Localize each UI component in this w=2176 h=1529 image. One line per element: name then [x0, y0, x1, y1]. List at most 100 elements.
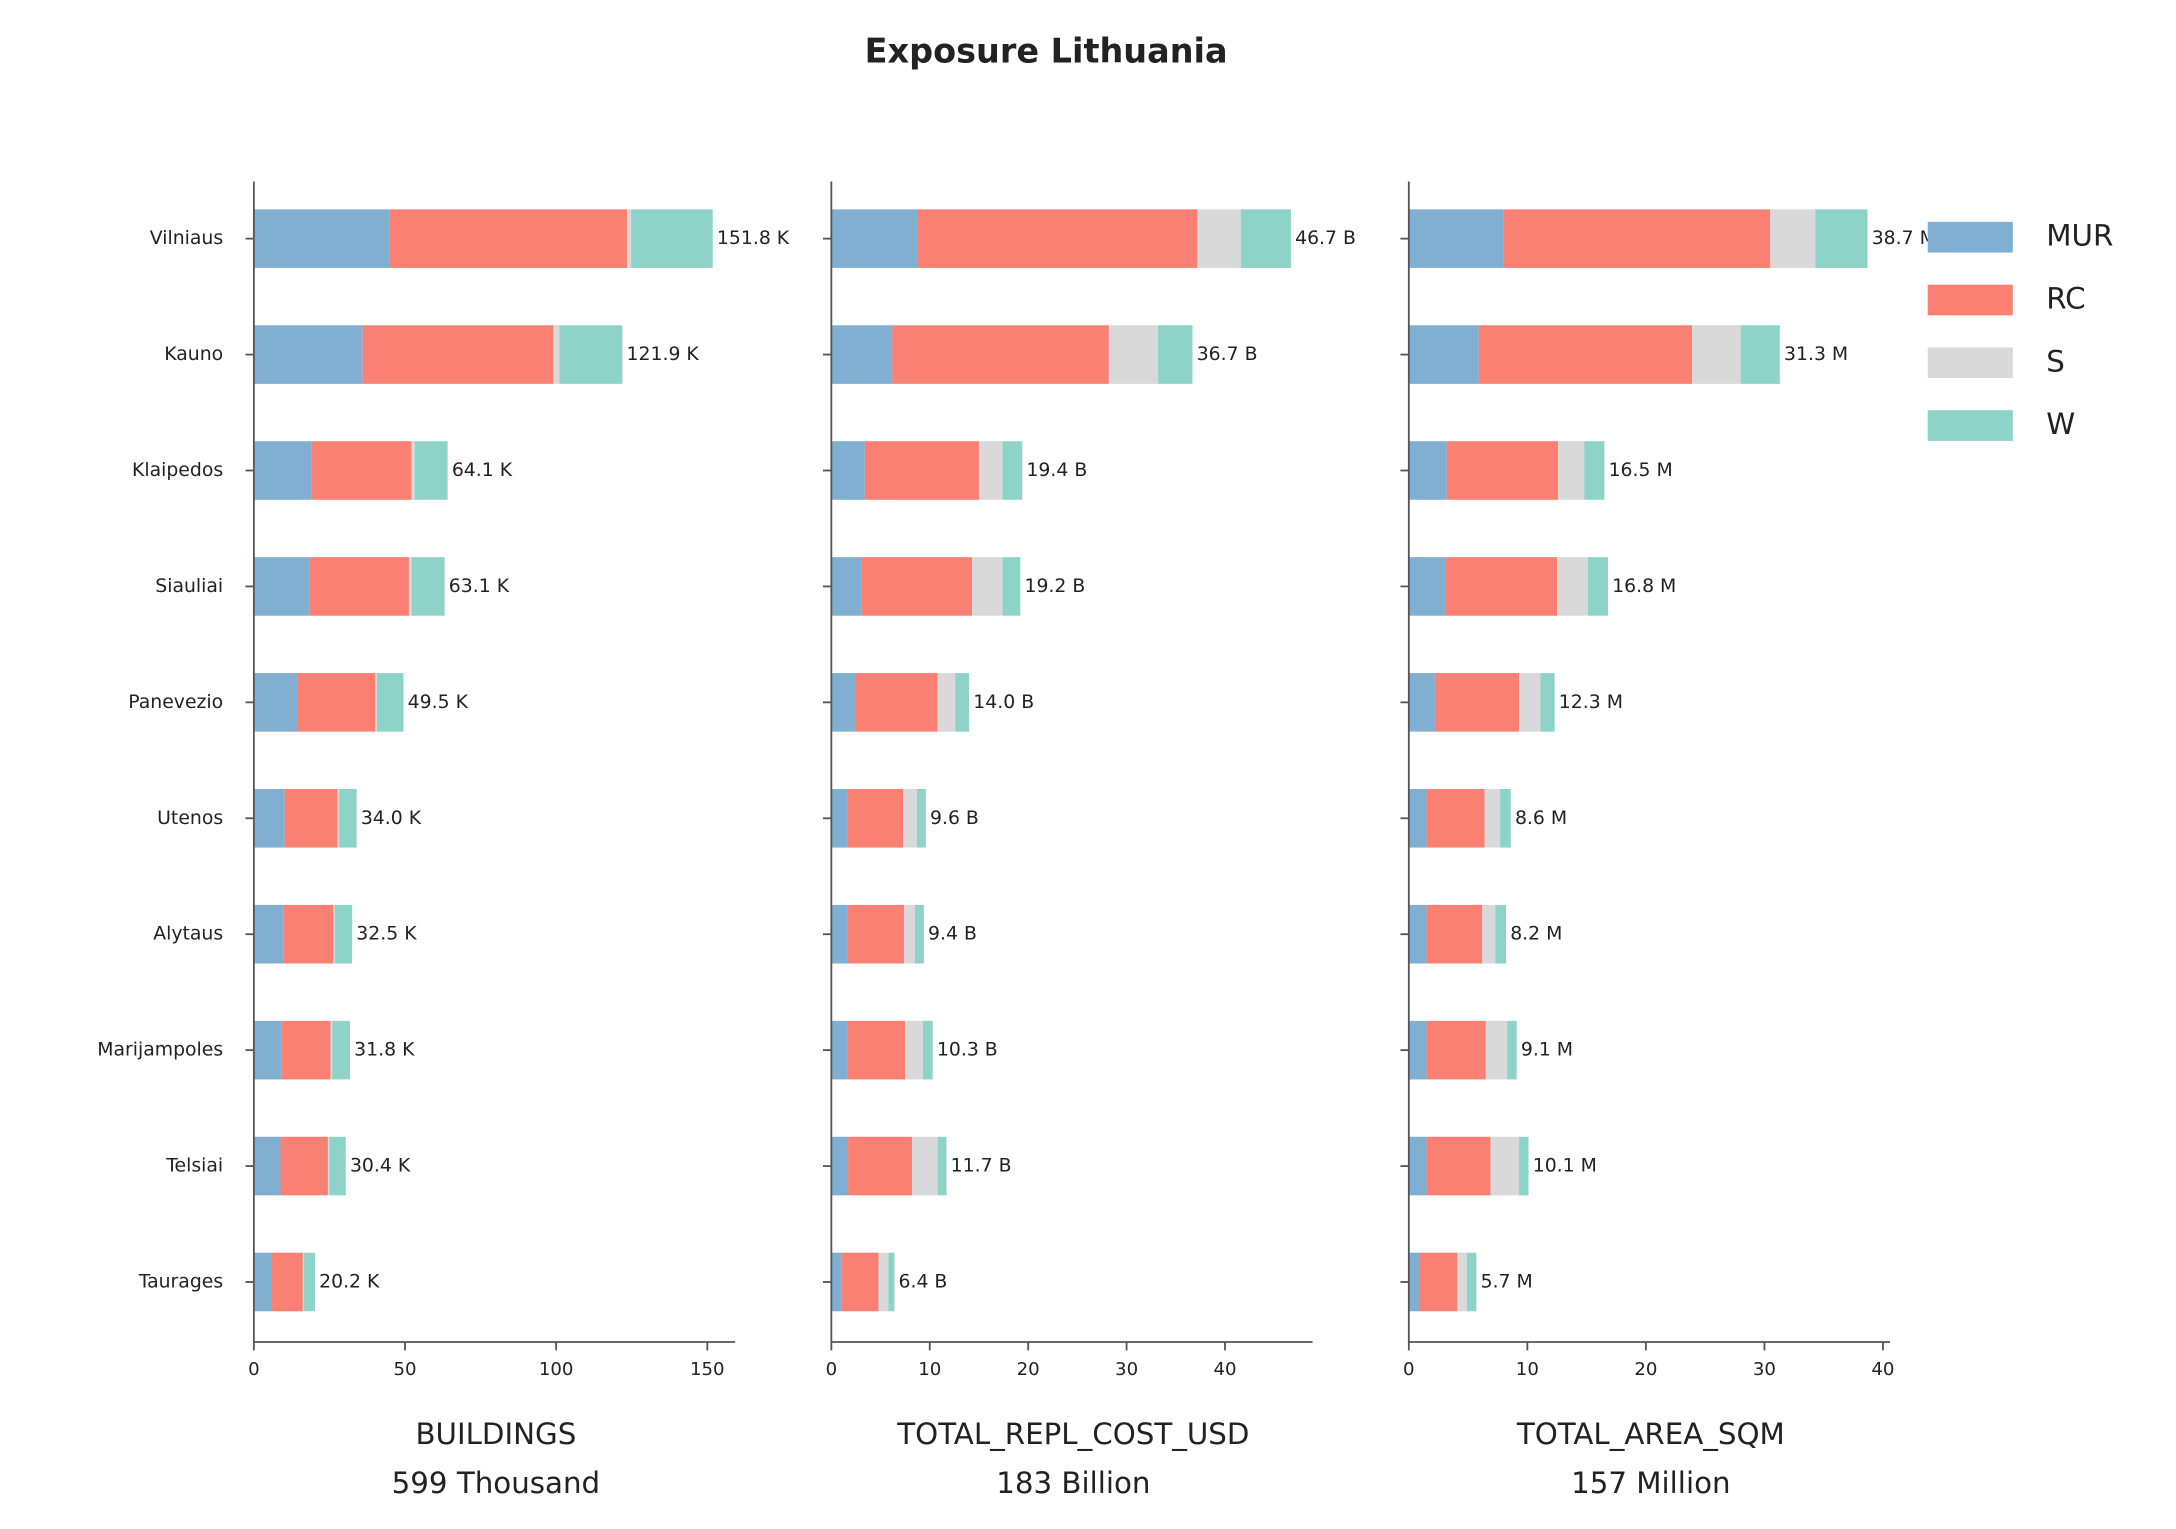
- bar-segment: [631, 209, 713, 268]
- total-label: 49.5 K: [408, 692, 469, 713]
- x-tick-label: 40: [1213, 1359, 1236, 1380]
- bar-segment: [1482, 904, 1496, 964]
- total-label: 9.4 B: [928, 924, 977, 945]
- x-axis-label: 183 Billion: [996, 1466, 1150, 1500]
- bar-segment: [922, 1020, 933, 1080]
- x-tick-label: 20: [1634, 1359, 1657, 1380]
- bar-segment: [327, 1136, 330, 1196]
- bar-segment: [1507, 1020, 1517, 1080]
- legend-label: MUR: [2046, 219, 2113, 253]
- bar-segment: [1108, 325, 1159, 384]
- bar-segment: [892, 325, 1109, 384]
- bar-segment: [1556, 557, 1588, 616]
- bar-segment: [831, 209, 918, 268]
- legend-swatch: [1927, 284, 2013, 316]
- total-label: 30.4 K: [350, 1156, 411, 1177]
- bar-segment: [1558, 441, 1585, 500]
- x-tick-label: 0: [248, 1359, 260, 1380]
- bar-segment: [1408, 1020, 1427, 1080]
- bar-segment: [559, 325, 623, 384]
- total-label: 19.2 B: [1024, 576, 1085, 597]
- bar-segment: [831, 904, 848, 964]
- x-axis-label: 599 Thousand: [392, 1466, 600, 1500]
- panel: Vilniaus 151.8 K Kauno 121.9 K Klaipedos 64.1…: [97, 181, 790, 1500]
- bar-segment: [362, 325, 554, 384]
- bar-segment: [955, 673, 970, 732]
- bar-segment: [1240, 209, 1291, 268]
- bar-segment: [1519, 673, 1541, 732]
- panel: 38.7 M 31.3 M 16.5 M 16.8 M 12.3 M 8.6 M 8.2 M…: [1400, 181, 1936, 1500]
- bar-segment: [847, 788, 904, 848]
- total-label: 16.8 M: [1612, 576, 1676, 597]
- x-tick-label: 0: [1403, 1359, 1415, 1380]
- total-label: 9.6 B: [930, 808, 979, 829]
- bar-segment: [841, 1252, 879, 1312]
- bar-segment: [903, 788, 917, 848]
- bar-segment: [978, 441, 1003, 500]
- y-tick-label: Panevezio: [128, 692, 223, 713]
- bar-segment: [309, 557, 409, 616]
- legend: MUR RC SW: [1927, 219, 2113, 441]
- bar-segment: [1434, 673, 1520, 732]
- bar-segment: [332, 1020, 350, 1080]
- bar-segment: [1446, 441, 1559, 500]
- y-tick-label: Utenos: [157, 808, 223, 829]
- bar-segment: [284, 788, 338, 848]
- total-label: 36.7 B: [1197, 344, 1258, 365]
- bar-segment: [408, 557, 412, 616]
- total-label: 10.3 B: [937, 1040, 998, 1061]
- bar-segment: [1457, 1252, 1467, 1312]
- total-label: 31.3 M: [1784, 344, 1848, 365]
- total-label: 5.7 M: [1481, 1271, 1533, 1292]
- x-axis-label: 157 Million: [1571, 1466, 1730, 1500]
- bar-segment: [253, 441, 312, 500]
- legend-label: S: [2046, 344, 2065, 378]
- total-label: 11.7 B: [951, 1156, 1012, 1177]
- legend-swatch: [1927, 347, 2013, 379]
- bar-segment: [831, 441, 865, 500]
- bar-segment: [375, 673, 377, 732]
- bar-segment: [847, 1020, 906, 1080]
- y-tick-label: Vilniaus: [150, 228, 223, 249]
- bar-segment: [1408, 1136, 1427, 1196]
- total-label: 20.2 K: [319, 1271, 380, 1292]
- bar-segment: [329, 1136, 346, 1196]
- bar-segment: [1158, 325, 1193, 384]
- total-label: 8.6 M: [1515, 808, 1567, 829]
- y-tick-label: Siauliai: [155, 576, 223, 597]
- total-label: 31.8 K: [354, 1040, 415, 1061]
- total-label: 46.7 B: [1295, 228, 1356, 249]
- bar-segment: [1503, 209, 1771, 268]
- bar-segment: [1408, 673, 1435, 732]
- bar-segment: [831, 673, 855, 732]
- x-tick-label: 30: [1753, 1359, 1776, 1380]
- bar-segment: [831, 788, 848, 848]
- x-tick-label: 20: [1017, 1359, 1040, 1380]
- bar-segment: [1419, 1252, 1458, 1312]
- bar-segment: [916, 788, 926, 848]
- bar-segment: [831, 1020, 848, 1080]
- bar-segment: [302, 1252, 305, 1312]
- bar-segment: [1495, 904, 1507, 964]
- x-tick-label: 150: [690, 1359, 725, 1380]
- legend-label: RC: [2046, 282, 2085, 316]
- bar-segment: [831, 325, 893, 384]
- bar-segment: [376, 673, 404, 732]
- y-tick-label: Alytaus: [153, 924, 223, 945]
- bar-segment: [280, 1136, 328, 1196]
- bar-segment: [1445, 557, 1557, 616]
- bar-segment: [272, 1252, 303, 1312]
- bar-segment: [878, 1252, 889, 1312]
- bar-segment: [553, 325, 560, 384]
- bar-segment: [253, 209, 390, 268]
- x-tick-label: 100: [539, 1359, 574, 1380]
- bar-segment: [1490, 1136, 1520, 1196]
- bar-segment: [1692, 325, 1741, 384]
- bar-segment: [831, 1252, 842, 1312]
- bar-segment: [1408, 557, 1446, 616]
- bar-segment: [1002, 557, 1021, 616]
- total-label: 19.4 B: [1026, 460, 1087, 481]
- bar-segment: [253, 557, 310, 616]
- bar-segment: [253, 673, 298, 732]
